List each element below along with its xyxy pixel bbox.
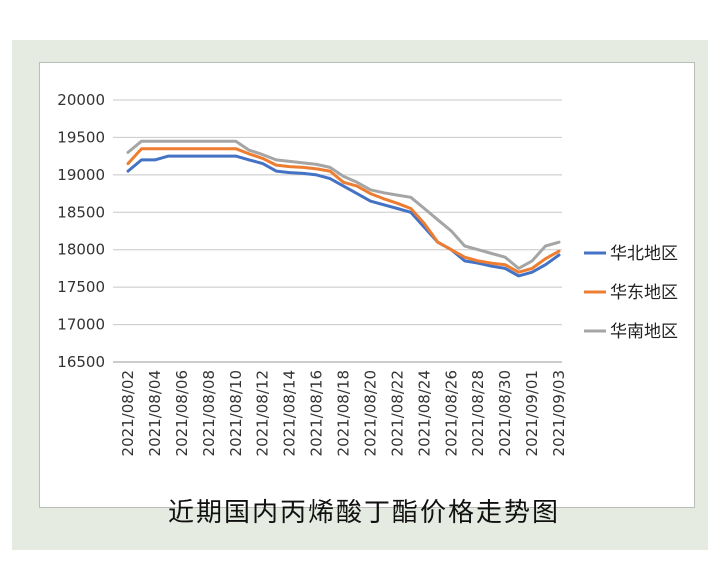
y-tick-label: 17000 [57, 316, 105, 334]
line-chart: 16500 17000 17500 18000 18500 19000 19500 20000… [57, 91, 678, 456]
y-tick-label: 17500 [57, 278, 105, 296]
series-line-2 [126, 147, 561, 274]
y-tick-label: 19000 [57, 166, 105, 184]
figure-caption: 近期国内丙烯酸丁酯价格走势图 [167, 498, 560, 528]
x-tick-label: 2021/08/18 [335, 370, 353, 456]
x-tick-label: 2021/08/16 [308, 370, 326, 456]
legend-label: 华南地区 [610, 322, 678, 342]
x-tick-label: 2021/08/04 [146, 370, 164, 456]
y-tick-label: 20000 [57, 91, 105, 109]
series-line-3 [126, 139, 561, 270]
x-tick-label: 2021/08/14 [281, 370, 299, 456]
legend-label: 华东地区 [610, 283, 678, 303]
x-tick-label: 2021/08/06 [173, 370, 191, 456]
x-tick-label: 2021/09/01 [523, 370, 541, 456]
x-tick-label: 2021/09/03 [550, 370, 568, 456]
chart-area: 16500 17000 17500 18000 18500 19000 19500 20000… [39, 62, 695, 508]
x-tick-label: 2021/08/12 [254, 370, 272, 456]
y-tick-label: 16500 [57, 353, 105, 371]
series-line-1 [126, 154, 561, 278]
y-tick-label: 19500 [57, 128, 105, 146]
x-tick-label: 2021/08/22 [388, 370, 406, 456]
x-tick-label: 2021/08/26 [442, 370, 460, 456]
x-tick-label: 2021/08/30 [496, 370, 514, 456]
x-tick-label: 2021/08/28 [469, 370, 487, 456]
x-tick-label: 2021/08/08 [200, 370, 218, 456]
y-tick-label: 18000 [57, 241, 105, 259]
x-tick-label: 2021/08/10 [227, 370, 245, 456]
y-tick-label: 18500 [57, 203, 105, 221]
x-tick-label: 2021/08/02 [119, 370, 137, 456]
x-tick-label: 2021/08/24 [415, 370, 433, 456]
legend-label: 华北地区 [610, 244, 678, 264]
x-tick-label: 2021/08/20 [361, 370, 379, 456]
figure-background: 16500 17000 17500 18000 18500 19000 19500 20000… [12, 40, 708, 550]
